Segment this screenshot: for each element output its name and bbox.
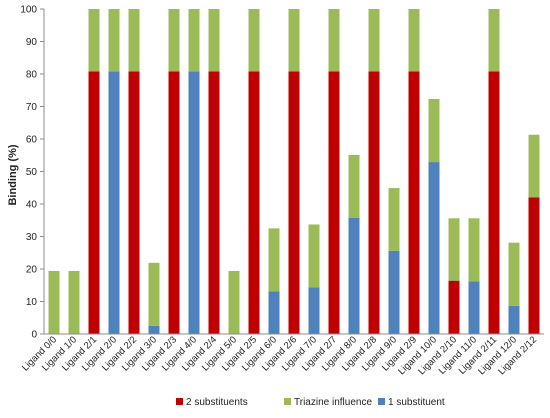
bar-triazine-influence: [228, 270, 240, 334]
y-tick-label: 100: [20, 5, 37, 16]
bar-triazine-influence: [368, 9, 380, 72]
bar-2-substituents: [128, 71, 140, 335]
y-tick-label: 60: [26, 135, 38, 146]
bar-triazine-influence: [68, 270, 80, 334]
bar-triazine-influence: [528, 134, 540, 198]
bar-2-substituents: [528, 197, 540, 334]
y-axis-title: Binding (%): [7, 144, 19, 205]
bar-triazine-influence: [48, 270, 60, 334]
bar-1-substituent: [188, 71, 200, 335]
bar-2-substituents: [408, 71, 420, 335]
bar-1-substituent: [388, 250, 400, 334]
bar-triazine-influence: [308, 224, 320, 288]
y-tick-label: 20: [26, 265, 38, 276]
bar-1-substituent: [428, 162, 440, 334]
bar-triazine-influence: [108, 9, 120, 72]
legend-label: Triazine influence: [294, 397, 372, 408]
legend-swatch: [378, 398, 385, 405]
bar-1-substituent: [348, 217, 360, 334]
y-tick-label: 40: [26, 200, 38, 211]
y-tick-label: 80: [26, 70, 38, 81]
bar-triazine-influence: [348, 154, 360, 218]
bar-2-substituents: [368, 71, 380, 335]
bar-triazine-influence: [508, 242, 520, 306]
y-axis: 0 10 20 30 40 50 60 70 80 90 100: [20, 5, 44, 341]
legend-label: 2 substituents: [186, 397, 248, 408]
bar-triazine-influence: [328, 9, 340, 72]
bar-2-substituents: [488, 71, 500, 335]
bar-2-substituents: [288, 71, 300, 335]
bar-triazine-influence: [208, 9, 220, 72]
bar-1-substituent: [508, 305, 520, 334]
bar-triazine-influence: [448, 218, 460, 281]
bar-2-substituents: [88, 71, 100, 335]
bar-2-substituents: [328, 71, 340, 335]
bar-triazine-influence: [388, 188, 400, 251]
y-tick-label: 30: [26, 232, 38, 243]
y-tick-label: 10: [26, 297, 38, 308]
legend-swatch: [176, 398, 183, 405]
bar-triazine-influence: [128, 9, 140, 72]
legend-label: 1 substituent: [388, 397, 445, 408]
y-tick-label: 50: [26, 167, 38, 178]
bar-1-substituent: [268, 291, 280, 334]
bar-2-substituents: [208, 71, 220, 335]
bar-2-substituents: [448, 280, 460, 334]
legend: 2 substituents Triazine influence 1 substi…: [176, 397, 445, 408]
y-tick-label: 0: [31, 330, 37, 341]
bar-triazine-influence: [288, 9, 300, 72]
bar-1-substituent: [108, 71, 120, 335]
bar-triazine-influence: [468, 218, 480, 282]
bar-triazine-influence: [248, 9, 260, 72]
y-tick-label: 70: [26, 102, 38, 113]
bar-2-substituents: [248, 71, 260, 335]
legend-swatch: [284, 398, 291, 405]
bar-triazine-influence: [88, 9, 100, 72]
bar-1-substituent: [148, 325, 160, 335]
bar-triazine-influence: [408, 9, 420, 72]
bar-triazine-influence: [168, 9, 180, 72]
bar-triazine-influence: [268, 228, 280, 292]
bar-triazine-influence: [428, 99, 440, 163]
bar-1-substituent: [468, 281, 480, 334]
bar-triazine-influence: [488, 9, 500, 72]
bar-2-substituents: [168, 71, 180, 335]
bar-1-substituent: [308, 287, 320, 334]
bar-triazine-influence: [148, 262, 160, 326]
bar-triazine-influence: [188, 9, 200, 72]
y-tick-label: 90: [26, 37, 38, 48]
plot-area: [48, 9, 540, 335]
